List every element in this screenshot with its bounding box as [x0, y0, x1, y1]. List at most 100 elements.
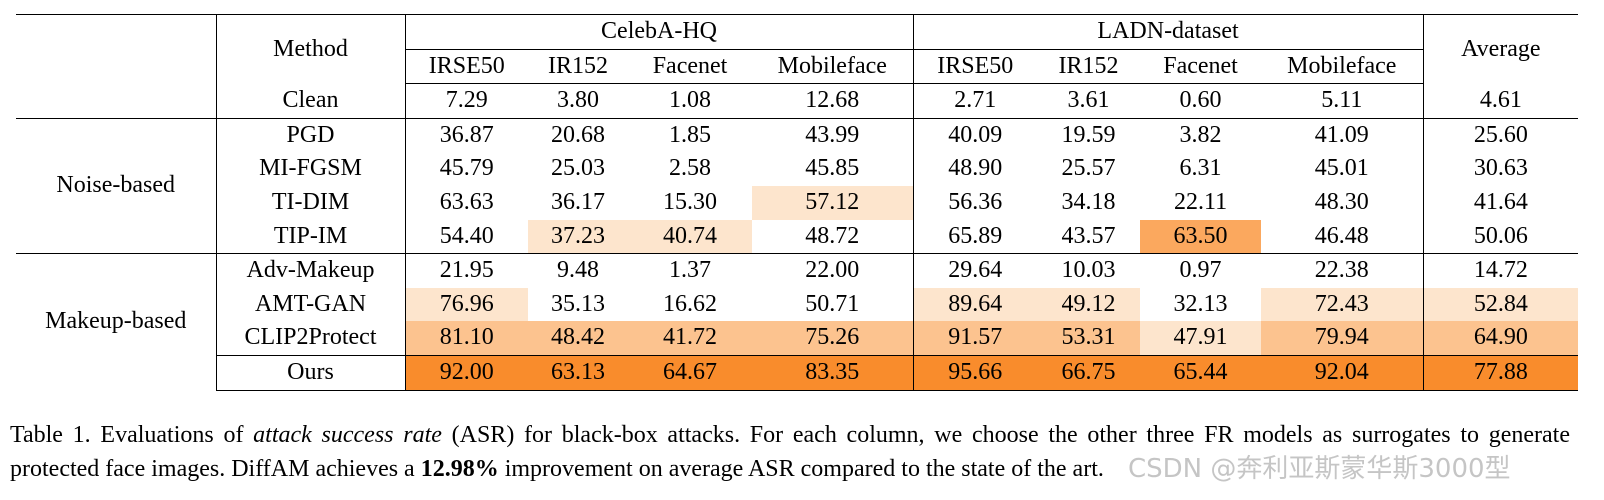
caption-text: improvement on average ASR compared to t… [498, 456, 1104, 482]
caption-emphasis: attack success rate [253, 422, 442, 448]
value-cell-highlight: 47.91 [1140, 321, 1262, 356]
value-cell-highlight: 89.64 [912, 287, 1038, 322]
value-cell-highlight: 76.96 [404, 287, 528, 322]
method-cell: PGD [215, 118, 405, 153]
group-cell-empty [16, 83, 216, 119]
value-cell: 22.38 [1314, 257, 1369, 284]
value-cell: 63.63 [404, 185, 528, 220]
value-cell: 50.71 [805, 290, 860, 317]
table-row: MI-FGSM 45.79 25.03 2.58 45.85 48.90 25.… [16, 152, 1579, 186]
value-cell-highlight: 95.66 [912, 354, 1038, 391]
method-cell: AMT-GAN [215, 287, 405, 322]
value-cell: 25.57 [1061, 155, 1116, 182]
value-cell: 48.90 [912, 152, 1038, 186]
method-cell: Clean [215, 83, 405, 119]
value-cell-highlight: 72.43 [1261, 287, 1424, 322]
value-cell-highlight: 63.13 [528, 354, 628, 391]
table-row: Makeup-based Adv-Makeup 21.95 9.48 1.37 … [16, 253, 1579, 334]
value-cell: 48.30 [1314, 188, 1369, 215]
value-cell: 65.89 [912, 219, 1038, 255]
model-header: Mobileface [1261, 49, 1424, 85]
value-cell: 19.59 [1061, 121, 1116, 148]
value-cell: 36.17 [551, 188, 605, 215]
value-cell: 36.87 [404, 118, 528, 153]
value-cell-highlight: 75.26 [752, 321, 914, 356]
value-cell: 2.58 [669, 155, 711, 182]
empty-corner [16, 13, 216, 84]
average-header: Average [1422, 13, 1579, 84]
value-cell: 0.97 [1179, 257, 1222, 284]
value-cell: 1.85 [669, 121, 711, 148]
value-cell: 16.62 [663, 290, 717, 317]
method-cell: TIP-IM [215, 219, 405, 255]
average-cell-highlight: 52.84 [1422, 287, 1579, 322]
model-header: IRSE50 [912, 49, 1038, 85]
value-cell: 15.30 [663, 188, 717, 215]
value-cell: 3.80 [528, 83, 628, 119]
method-cell: Ours [215, 354, 405, 391]
average-cell: 25.60 [1422, 118, 1579, 153]
value-cell-highlight: 92.04 [1261, 354, 1424, 391]
model-header: Facenet [1140, 49, 1262, 85]
value-cell: 45.79 [404, 152, 528, 186]
value-cell-highlight: 81.10 [404, 321, 528, 356]
method-cell: TI-DIM [215, 185, 405, 220]
model-header: IR152 [1037, 49, 1141, 85]
value-cell-highlight: 57.12 [752, 185, 914, 220]
method-cell: Adv-Makeup [215, 253, 405, 288]
value-cell: 3.82 [1179, 121, 1222, 148]
average-cell-highlight: 64.90 [1422, 321, 1579, 356]
value-cell: 2.71 [912, 83, 1038, 119]
table-row: TI-DIM 63.63 36.17 15.30 57.12 56.36 34.… [16, 185, 1579, 220]
table-row: CLIP2Protect 81.10 48.42 41.72 75.26 91.… [16, 321, 1579, 356]
value-cell-highlight: 53.31 [1037, 321, 1141, 356]
value-cell: 9.48 [557, 257, 599, 284]
caption-text: (ASR) for black-box attacks. For each co… [10, 422, 1570, 482]
group-label-makeup: Makeup-based [45, 308, 187, 335]
value-cell-highlight: 79.94 [1261, 321, 1424, 356]
table-row: Ours 92.00 63.13 64.67 83.35 95.66 66.75… [16, 354, 1579, 391]
group-label-noise: Noise-based [16, 118, 216, 255]
value-cell: 3.61 [1037, 83, 1141, 119]
value-cell-highlight: 83.35 [752, 354, 914, 391]
table-row: Noise-based PGD 36.87 20.68 1.85 43.99 4… [16, 118, 1579, 255]
value-cell: 56.36 [912, 185, 1038, 220]
average-cell-highlight: 77.88 [1422, 354, 1579, 391]
value-cell-highlight: 64.67 [628, 354, 752, 391]
header-row-datasets: Method CelebA-HQ LADN-dataset Average [16, 13, 1579, 84]
value-cell: 21.95 [404, 253, 528, 288]
value-cell: 25.03 [551, 155, 605, 182]
method-header: Method [215, 13, 405, 84]
value-cell: 12.68 [752, 83, 914, 119]
value-cell: 32.13 [1173, 290, 1228, 317]
value-cell: 35.13 [551, 290, 605, 317]
value-cell: 20.68 [551, 121, 605, 148]
value-cell: 6.31 [1179, 155, 1222, 182]
value-cell: 22.00 [805, 257, 860, 284]
average-cell: 14.72 [1422, 253, 1579, 288]
value-cell-highlight: 65.44 [1140, 354, 1262, 391]
model-header: IR152 [528, 49, 628, 85]
average-cell: 41.64 [1422, 185, 1579, 220]
value-cell: 5.11 [1261, 83, 1424, 119]
value-cell: 40.09 [912, 118, 1038, 153]
table-row: TIP-IM 54.40 37.23 40.74 48.72 65.89 43.… [16, 219, 1579, 255]
value-cell-highlight: 49.12 [1037, 287, 1141, 322]
value-cell-highlight: 40.74 [628, 219, 752, 255]
value-cell: 34.18 [1061, 188, 1116, 215]
value-cell: 45.01 [1314, 155, 1369, 182]
value-cell: 41.09 [1314, 121, 1369, 148]
average-cell: 50.06 [1422, 219, 1579, 255]
model-header: IRSE50 [404, 49, 528, 85]
value-cell: 0.60 [1140, 83, 1262, 119]
results-table: Method CelebA-HQ LADN-dataset Average IR… [16, 13, 1579, 391]
value-cell: 43.57 [1037, 219, 1141, 255]
value-cell: 1.37 [669, 257, 711, 284]
method-cell: MI-FGSM [215, 152, 405, 186]
value-cell: 7.29 [404, 83, 528, 119]
table-row-clean: Clean 7.29 3.80 1.08 12.68 2.71 3.61 0.6… [16, 83, 1579, 119]
value-cell-highlight: 48.42 [528, 321, 628, 356]
value-cell-highlight: 92.00 [404, 354, 528, 391]
value-cell: 43.99 [805, 121, 860, 148]
value-cell: 48.72 [752, 219, 914, 255]
